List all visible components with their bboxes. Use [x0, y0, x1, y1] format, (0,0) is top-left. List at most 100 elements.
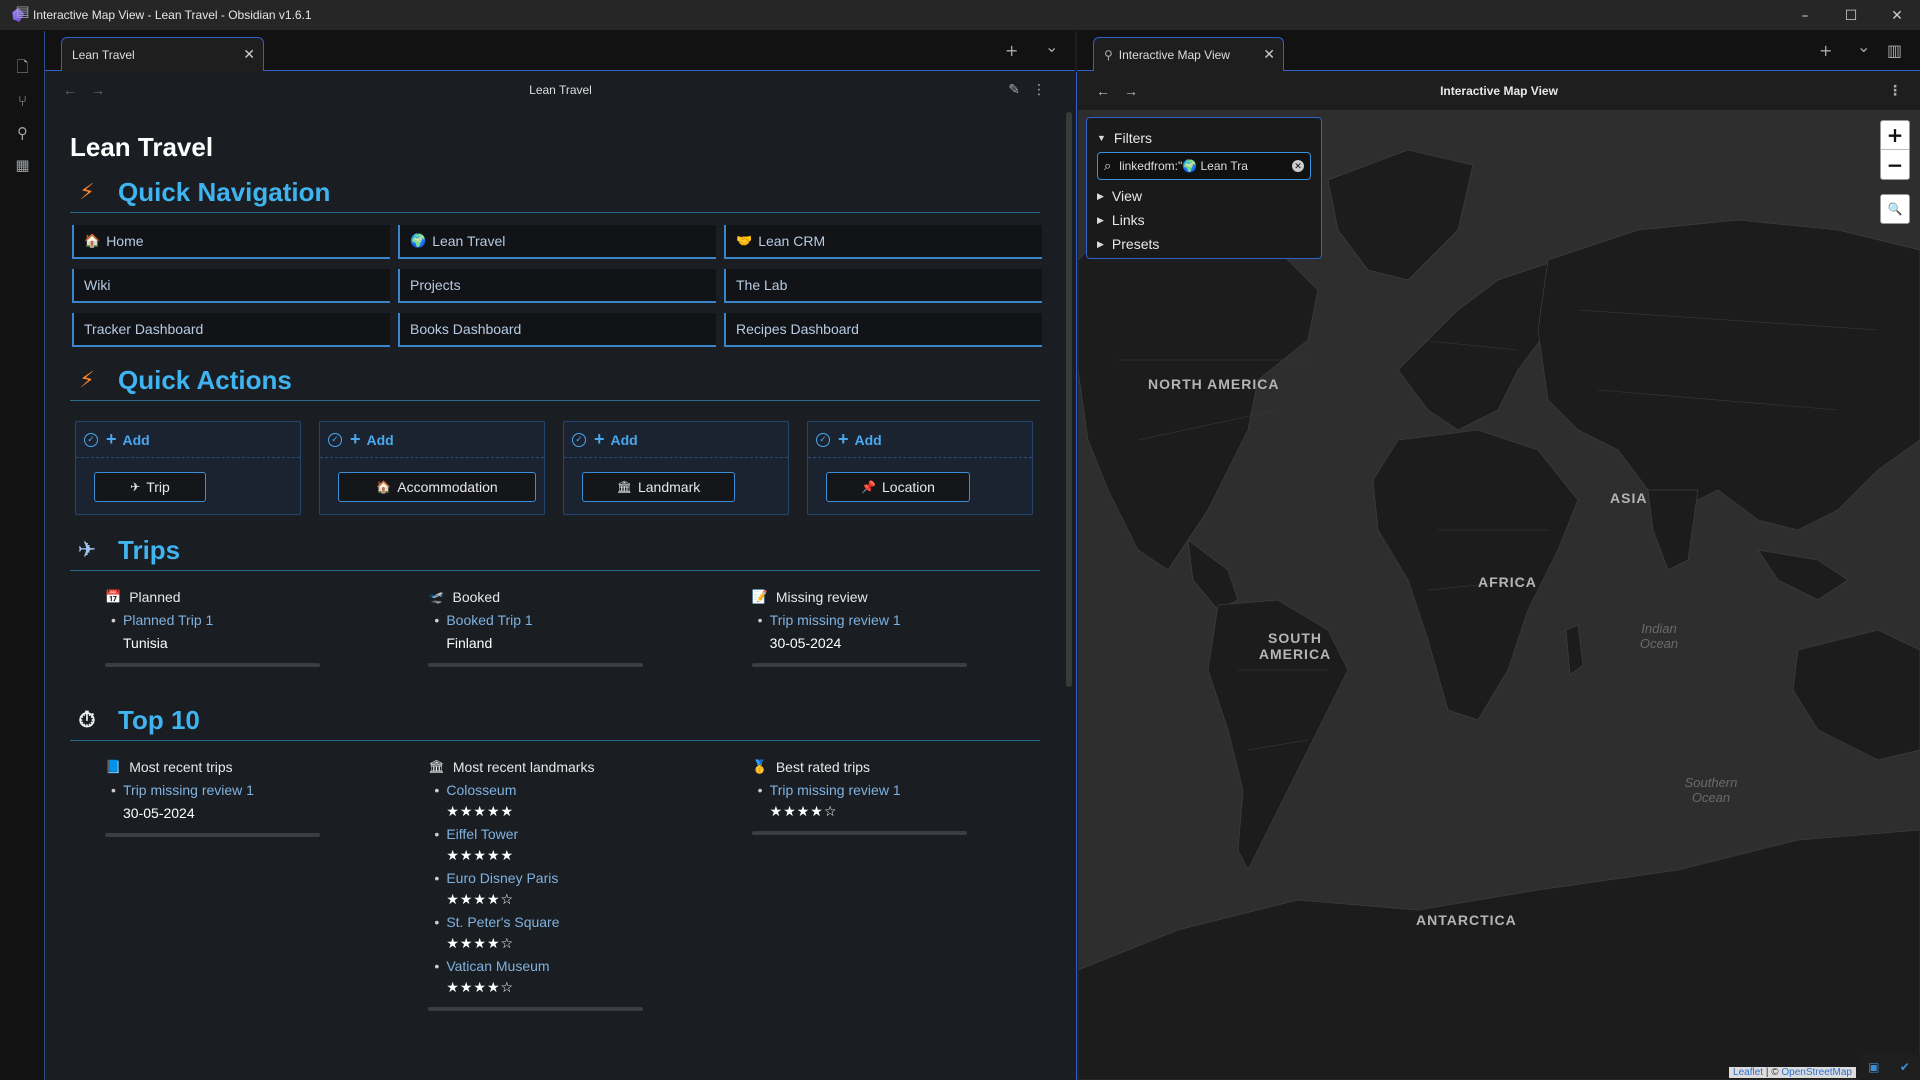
rating-stars: ★★★★☆ — [446, 892, 515, 908]
filters-section-links[interactable]: ▶ Links — [1097, 208, 1311, 232]
filter-query-text[interactable]: linkedfrom:"🌍 Lean Tra — [1119, 159, 1248, 173]
nav-arrows[interactable]: ←→ — [1096, 83, 1152, 99]
filters-title: Filters — [1113, 130, 1153, 146]
trip-detail: 30-05-2024 — [123, 805, 195, 821]
close-tab-icon[interactable]: ✕ — [1263, 46, 1275, 62]
sync-status-icon[interactable]: ▣ — [1868, 1060, 1880, 1074]
nav-arrows[interactable]: ←→ — [63, 82, 119, 98]
openstreetmap-link[interactable]: OpenStreetMap — [1781, 1067, 1852, 1078]
action-card-landmark: ✓ + Add 🏛 Landmark — [563, 421, 789, 515]
nav-link-home[interactable]: 🏠 Home — [72, 225, 390, 259]
zoom-out-button[interactable]: − — [1886, 152, 1904, 177]
edit-icon[interactable]: ✎ — [1008, 82, 1032, 98]
filters-section-presets[interactable]: ▶ Presets — [1097, 232, 1311, 256]
scrollbar[interactable] — [1066, 112, 1072, 687]
more-options-icon[interactable]: ⋮ — [1032, 82, 1058, 98]
trip-link[interactable]: Trip missing review 1 — [111, 779, 393, 801]
trips-columns: 📅 Planned Planned Trip 1 Tunisia 🛫 Booked … — [70, 589, 1040, 667]
graph-icon[interactable]: ⑂ — [17, 92, 27, 110]
nav-link-wiki[interactable]: Wiki — [72, 269, 390, 303]
nav-link-the-lab[interactable]: The Lab — [724, 269, 1042, 303]
trip-detail: Finland — [446, 635, 493, 651]
add-location-button[interactable]: 📌 Location — [826, 472, 970, 502]
landmark-link[interactable]: Eiffel Tower ★★★★★ — [434, 823, 716, 867]
section-heading-quick-actions: ⚡ Quick Actions — [70, 365, 1040, 401]
map-search-icon[interactable]: 🔍 — [1880, 194, 1910, 224]
trip-link[interactable]: Booked Trip 1 — [434, 609, 716, 631]
filters-section-view[interactable]: ▶ View — [1097, 184, 1311, 208]
trip-label[interactable]: Trip missing review 1 — [769, 782, 901, 798]
trip-list: Trip missing review 1 — [105, 779, 393, 801]
continent-label-africa: AFRICA — [1478, 574, 1537, 590]
trip-link[interactable]: Trip missing review 1 ★★★★☆ — [758, 779, 1040, 823]
close-window-button[interactable]: ✕ — [1891, 7, 1903, 24]
divider — [751, 831, 967, 835]
check-circle-icon: ✓ — [816, 432, 830, 447]
nav-link-recipes-dashboard[interactable]: Recipes Dashboard — [724, 313, 1042, 347]
landmark-label[interactable]: Eiffel Tower — [446, 826, 519, 842]
section-heading-top-10: ⏱ Top 10 — [70, 705, 1040, 741]
action-card-header: ✓ + Add — [808, 422, 1032, 458]
layout-icon[interactable]: ▦ — [15, 156, 30, 174]
nav-link-tracker-dashboard[interactable]: Tracker Dashboard — [72, 313, 390, 347]
divider — [751, 663, 967, 667]
maximize-button[interactable]: ☐ — [1844, 7, 1858, 24]
caret-right-icon: ▶ — [1097, 214, 1104, 225]
filters-toggle[interactable]: ▼ Filters — [1097, 126, 1311, 150]
plugin-status-icon[interactable]: ✔ — [1899, 1060, 1910, 1074]
column-title-text: Planned — [129, 589, 181, 605]
rating-stars: ★★★★★ — [446, 848, 515, 864]
nav-link-lean-crm[interactable]: 🤝 Lean CRM — [724, 225, 1042, 259]
nav-link-label: Home — [106, 233, 144, 249]
landmark-label[interactable]: Euro Disney Paris — [446, 870, 559, 886]
forward-button[interactable]: → — [1124, 83, 1152, 99]
left-tab-bar: Lean Travel ✕ + ⌄ — [45, 31, 1075, 71]
trip-link[interactable]: Trip missing review 1 — [758, 609, 1040, 631]
quick-actions-row: ✓ + Add ✈ Trip ✓ + Add 🏠 Accommodation ✓ + Add 🏛… — [75, 421, 1040, 515]
tab-list-dropdown[interactable]: ⌄ — [1045, 37, 1059, 56]
more-options-icon[interactable]: ⋮ — [1888, 83, 1902, 99]
zoom-in-button[interactable]: + — [1881, 121, 1909, 150]
column-title: 📝 Missing review — [752, 589, 1040, 605]
new-tab-button[interactable]: + — [1005, 41, 1019, 60]
landmark-label[interactable]: Vatican Museum — [446, 958, 550, 974]
tab-list-dropdown[interactable]: ⌄ — [1857, 37, 1871, 56]
files-icon[interactable]: 🗋 — [16, 57, 29, 76]
forward-button[interactable]: → — [91, 82, 119, 98]
map-pin-icon[interactable]: ⚲ — [17, 124, 28, 142]
add-landmark-button[interactable]: 🏛 Landmark — [582, 472, 735, 502]
tab-lean-travel[interactable]: Lean Travel ✕ — [61, 37, 264, 71]
landmark-link[interactable]: Colosseum ★★★★★ — [434, 779, 716, 823]
nav-link-lean-travel[interactable]: 🌍 Lean Travel — [398, 225, 716, 259]
nav-link-books-dashboard[interactable]: Books Dashboard — [398, 313, 716, 347]
sidebar-toggle-icon[interactable]: ▤ — [15, 2, 30, 20]
new-tab-button[interactable]: + — [1819, 41, 1833, 60]
landmark-link[interactable]: Vatican Museum ★★★★☆ — [434, 955, 716, 999]
section-heading-quick-navigation: ⚡ Quick Navigation — [70, 177, 1040, 213]
right-sidebar-toggle-icon[interactable]: ▥ — [1887, 41, 1903, 60]
back-button[interactable]: ← — [63, 82, 91, 98]
back-button[interactable]: ← — [1096, 83, 1124, 99]
landmark-link[interactable]: St. Peter's Square ★★★★☆ — [434, 911, 716, 955]
add-accommodation-button[interactable]: 🏠 Accommodation — [338, 472, 536, 502]
landmark-label[interactable]: St. Peter's Square — [446, 914, 560, 930]
book-icon: 📘 — [105, 759, 122, 775]
landmark-label[interactable]: Colosseum — [446, 782, 517, 798]
trip-list: Trip missing review 1 — [752, 609, 1040, 631]
clear-icon[interactable]: ✕ — [1292, 160, 1304, 172]
close-tab-icon[interactable]: ✕ — [243, 46, 255, 62]
pushpin-icon: 📌 — [861, 480, 876, 494]
trip-link[interactable]: Planned Trip 1 — [111, 609, 393, 631]
caret-right-icon: ▶ — [1097, 190, 1104, 201]
tab-interactive-map-view[interactable]: ⚲ Interactive Map View ✕ — [1093, 37, 1284, 71]
minimize-button[interactable]: – — [1801, 7, 1809, 24]
nav-link-projects[interactable]: Projects — [398, 269, 716, 303]
landmark-link[interactable]: Euro Disney Paris ★★★★☆ — [434, 867, 716, 911]
note-pane: ←→ Lean Travel ✎⋮ Lean Travel ⚡ Quick Na… — [45, 72, 1077, 1080]
action-card-accommodation: ✓ + Add 🏠 Accommodation — [319, 421, 545, 515]
world-map[interactable]: NORTH AMERICA SOUTH AMERICA AFRICA ASIA … — [1078, 110, 1920, 1080]
leaflet-link[interactable]: Leaflet — [1733, 1067, 1764, 1078]
filter-query-input[interactable]: ⌕ linkedfrom:"🌍 Lean Tra ✕ — [1097, 152, 1311, 180]
add-trip-button[interactable]: ✈ Trip — [94, 472, 206, 502]
divider — [105, 833, 320, 837]
